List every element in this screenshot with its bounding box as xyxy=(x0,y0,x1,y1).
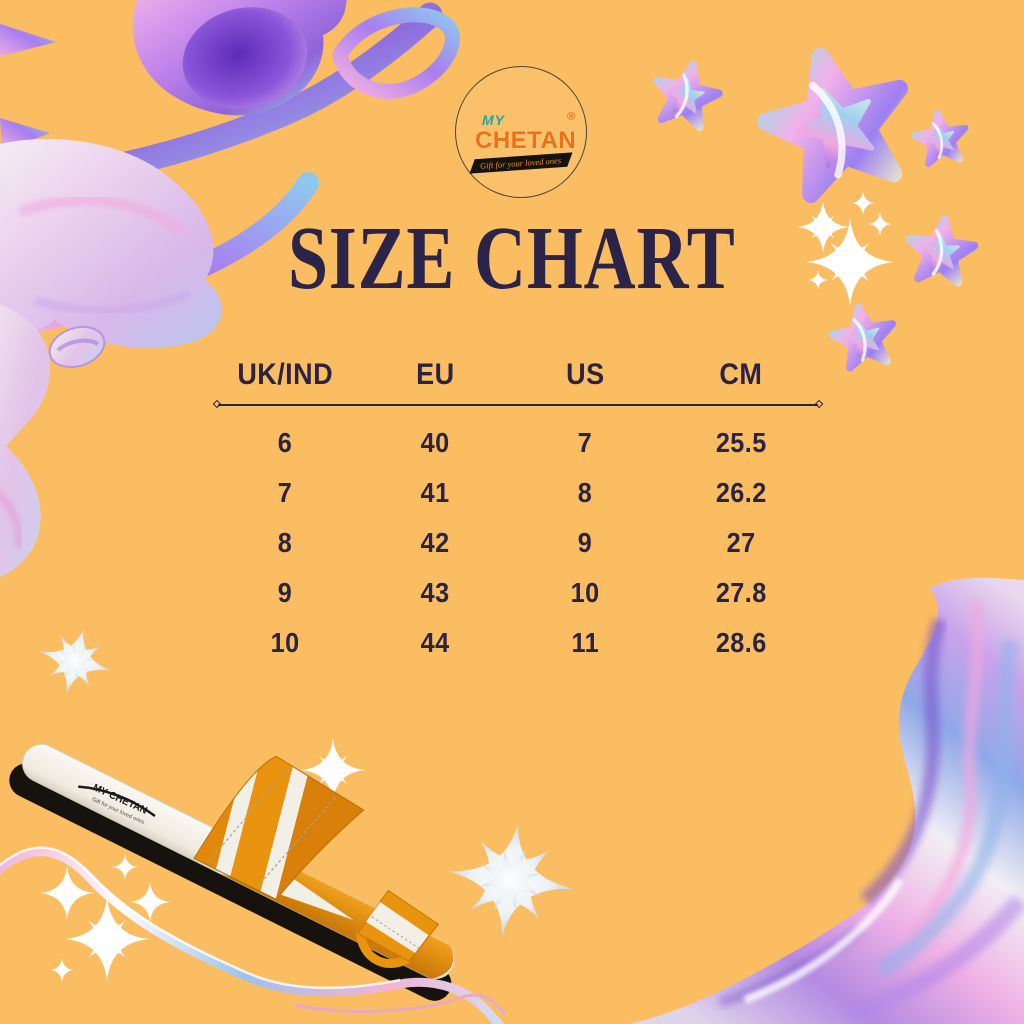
header-divider-line xyxy=(218,404,818,406)
header-uk-ind: UK/IND xyxy=(237,358,333,391)
cell-value: 27.8 xyxy=(715,577,767,608)
page-title: SIZE CHART xyxy=(288,209,736,308)
registered-trademark-symbol: ® xyxy=(567,111,576,123)
cell-value: 9 xyxy=(577,527,593,558)
table-cell: 42 xyxy=(380,518,490,568)
cell-value: 25.5 xyxy=(715,427,767,458)
table-cell: 28.6 xyxy=(680,618,802,668)
size-table: UK/IND EU US CM 6 40 7 25.5 7 41 8 26.2 … xyxy=(190,352,820,668)
cell-value: 28.6 xyxy=(715,627,767,658)
table-row: 8 42 9 27 xyxy=(190,518,820,568)
table-cell: 40 xyxy=(380,418,490,468)
holographic-ribbon xyxy=(0,846,507,1024)
cell-value: 10 xyxy=(270,627,300,658)
cell-value: 44 xyxy=(420,627,450,658)
cell-value: 43 xyxy=(420,577,450,608)
brand-word-my: MY xyxy=(482,112,505,128)
table-cell: 41 xyxy=(380,468,490,518)
header-us: US xyxy=(565,358,605,391)
brand-word-chetan: CHETAN xyxy=(475,127,577,154)
table-cell: 10 xyxy=(190,618,380,668)
cell-value: 11 xyxy=(571,627,599,658)
table-cell: 10 xyxy=(490,568,680,618)
sandal-main-strap xyxy=(193,755,365,901)
table-cell: 9 xyxy=(190,568,380,618)
brand-logo: MY CHETAN ® Gift for your loved ones xyxy=(455,66,587,198)
cell-value: 27 xyxy=(726,527,756,558)
size-table-header-cell: US xyxy=(490,352,680,398)
holo-star-small-4 xyxy=(828,302,898,370)
table-cell: 7 xyxy=(490,418,680,468)
table-cell: 43 xyxy=(380,568,490,618)
cell-value: 6 xyxy=(277,427,293,458)
cell-value: 8 xyxy=(277,527,293,558)
cell-value: 41 xyxy=(420,477,450,508)
size-table-body: 6 40 7 25.5 7 41 8 26.2 8 42 9 27 9 43 1… xyxy=(190,418,820,668)
sandal-toe-strap xyxy=(356,889,440,968)
sandal-product-image: MY CHETAN Gift for your loved ones xyxy=(9,743,455,1001)
table-cell: 44 xyxy=(380,618,490,668)
cell-value: 7 xyxy=(577,427,593,458)
table-cell: 25.5 xyxy=(680,418,802,468)
table-cell: 7 xyxy=(190,468,380,518)
size-table-header-row: UK/IND EU US CM xyxy=(190,352,820,398)
cell-value: 7 xyxy=(277,477,293,508)
table-cell: 26.2 xyxy=(680,468,802,518)
table-cell: 8 xyxy=(190,518,380,568)
holographic-fabric-bottom-right xyxy=(628,577,1024,1024)
table-cell: 9 xyxy=(490,518,680,568)
cell-value: 9 xyxy=(277,577,293,608)
table-cell: 6 xyxy=(190,418,380,468)
table-row: 6 40 7 25.5 xyxy=(190,418,820,468)
holographic-splash-top-left xyxy=(0,0,460,577)
table-cell: 11 xyxy=(490,618,680,668)
holo-star-small-1 xyxy=(650,58,724,129)
table-cell: 8 xyxy=(490,468,680,518)
size-table-header-cell: EU xyxy=(380,352,490,398)
table-cell: 27 xyxy=(680,518,802,568)
header-eu: EU xyxy=(415,358,455,391)
holo-stars-group xyxy=(650,40,977,370)
table-cell: 27.8 xyxy=(680,568,802,618)
cell-value: 26.2 xyxy=(715,477,767,508)
page-title-wrap: SIZE CHART xyxy=(0,214,1024,304)
table-row: 10 44 11 28.6 xyxy=(190,618,820,668)
cell-value: 8 xyxy=(577,477,593,508)
header-cm: CM xyxy=(719,358,763,391)
brand-tagline: Gift for your loved ones xyxy=(480,155,562,171)
holo-star-large xyxy=(754,40,920,201)
holo-star-small-2 xyxy=(912,110,970,166)
size-table-header-cell: CM xyxy=(680,352,802,398)
cell-value: 42 xyxy=(420,527,450,558)
table-row: 7 41 8 26.2 xyxy=(190,468,820,518)
cell-value: 40 xyxy=(420,427,450,458)
table-row: 9 43 10 27.8 xyxy=(190,568,820,618)
cell-value: 10 xyxy=(570,577,600,608)
brand-tagline-banner: Gift for your loved ones xyxy=(469,152,573,174)
size-table-header-cell: UK/IND xyxy=(190,352,380,398)
